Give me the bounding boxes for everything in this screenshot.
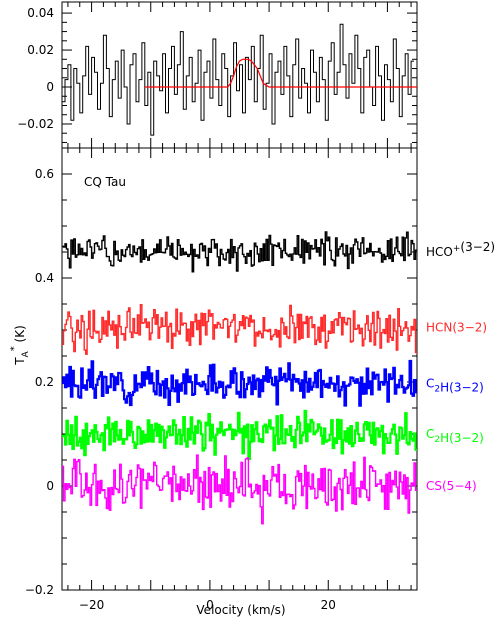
top-panel: −0.02 0 0.02 0.04	[17, 1, 418, 149]
y-tick-label: 0.2	[35, 375, 54, 389]
spectrum-series	[62, 304, 417, 355]
top-spectrum-series	[62, 23, 414, 136]
source-label: CQ Tau	[84, 175, 126, 189]
y-tick-label: 0.02	[27, 43, 54, 57]
x-axis-label: Velocity (km/s)	[196, 603, 285, 617]
x-tick-label: 20	[321, 598, 336, 612]
series-label: CS(5−4)	[426, 479, 477, 493]
top-fit-series	[144, 58, 417, 88]
y-tick-label: 0.04	[27, 6, 54, 20]
series-label: HCO+(3−2)	[426, 240, 495, 259]
series-label: C2H(3−2)	[426, 377, 484, 395]
y-tick-label: 0.4	[35, 271, 54, 285]
y-tick-label: −0.02	[17, 117, 54, 131]
y-axis-label-text: TA* (K)	[9, 325, 31, 366]
spectrum-series	[62, 409, 417, 461]
y-tick-label: 0	[46, 479, 54, 493]
spectrum-series	[62, 231, 417, 273]
x-tick-label: −20	[79, 598, 104, 612]
bottom-frame	[61, 147, 418, 591]
y-axis-label: TA* (K)	[9, 325, 31, 366]
spectrum-series	[62, 359, 417, 407]
series-label: HCN(3−2)	[426, 320, 487, 334]
series-label: C2H(3−2)	[426, 427, 484, 445]
y-tick-label: −0.2	[25, 583, 54, 597]
bottom-panel: −20 0 20 −0.2 0 0.2 0.4 0.6 HCO+(3−2) HCN(3−2) C2H…	[25, 147, 495, 612]
y-tick-label: 0	[46, 80, 54, 94]
spectrum-series	[62, 454, 417, 525]
y-tick-label: 0.6	[35, 167, 54, 181]
x-tick-label: 0	[206, 598, 214, 612]
